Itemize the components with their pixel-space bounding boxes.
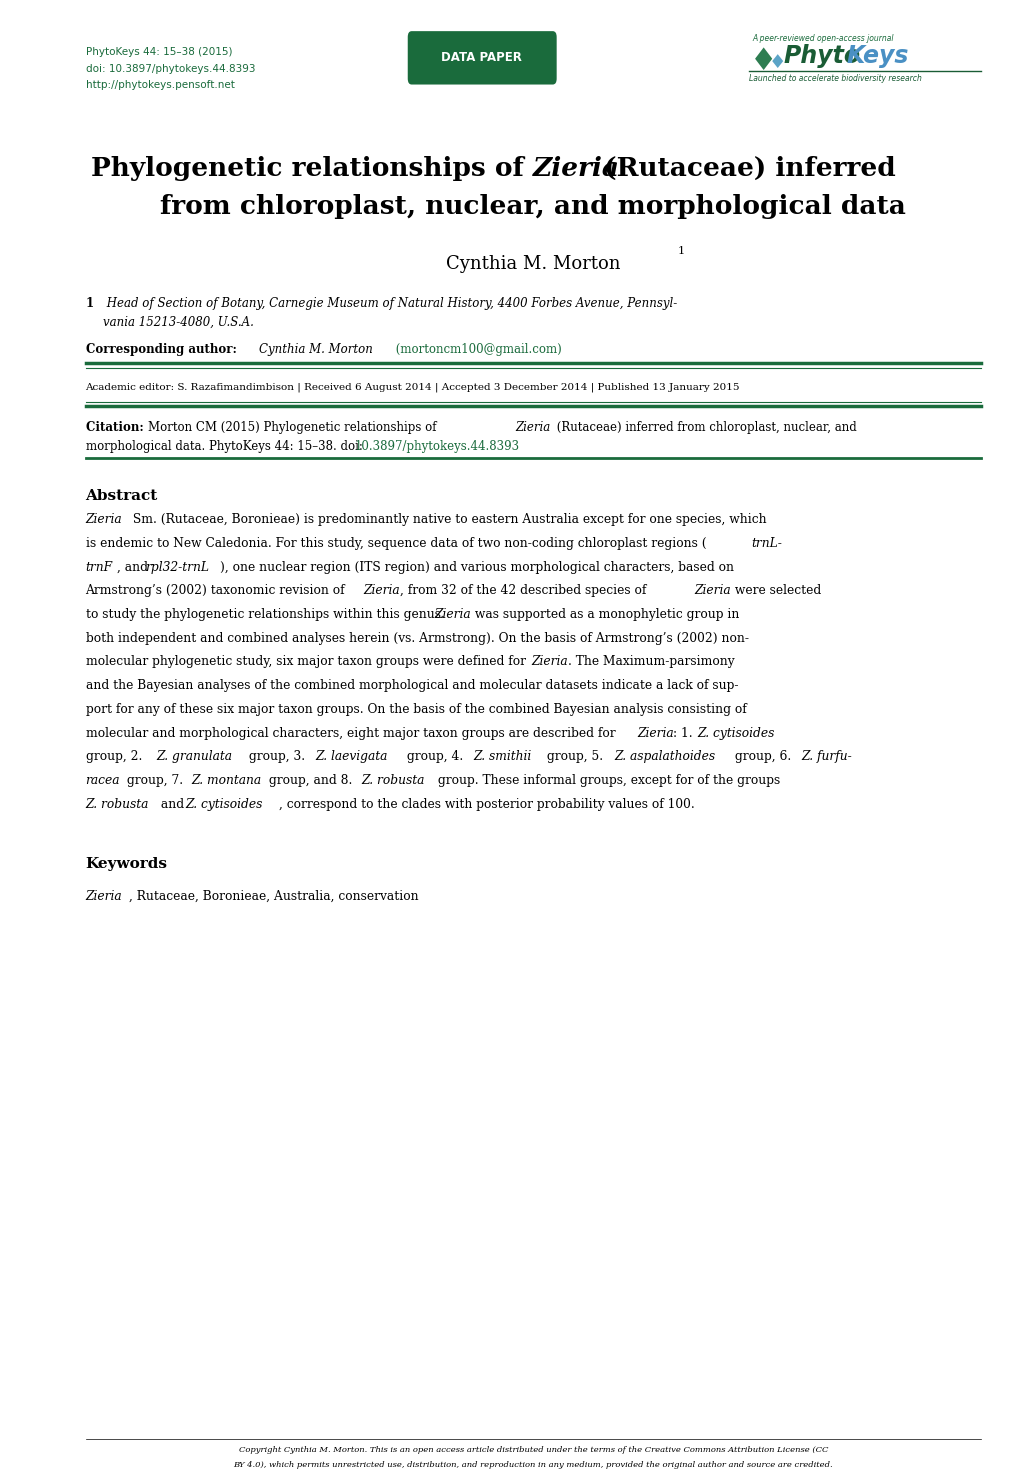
Text: is endemic to New Caledonia. For this study, sequence data of two non-coding chl: is endemic to New Caledonia. For this st… bbox=[86, 537, 705, 550]
Text: Z. robusta: Z. robusta bbox=[86, 798, 149, 811]
Text: Zieria: Zieria bbox=[637, 727, 674, 740]
Text: 1: 1 bbox=[677, 246, 684, 257]
Text: group, 6.: group, 6. bbox=[731, 750, 794, 764]
Text: Corresponding author:: Corresponding author: bbox=[86, 343, 240, 356]
Text: group, 4.: group, 4. bbox=[403, 750, 467, 764]
Text: Morton CM (2015) Phylogenetic relationships of: Morton CM (2015) Phylogenetic relationsh… bbox=[148, 421, 439, 435]
Text: Z. cytisoides: Z. cytisoides bbox=[184, 798, 262, 811]
Text: ), one nuclear region (ITS region) and various morphological characters, based o: ), one nuclear region (ITS region) and v… bbox=[220, 561, 733, 574]
Text: group, 5.: group, 5. bbox=[542, 750, 606, 764]
Text: port for any of these six major taxon groups. On the basis of the combined Bayes: port for any of these six major taxon gr… bbox=[86, 703, 746, 716]
Text: Cynthia M. Morton: Cynthia M. Morton bbox=[259, 343, 372, 356]
Text: from chloroplast, nuclear, and morphological data: from chloroplast, nuclear, and morpholog… bbox=[160, 194, 905, 219]
Text: 10.3897/phytokeys.44.8393: 10.3897/phytokeys.44.8393 bbox=[354, 440, 519, 454]
Text: to study the phylogenetic relationships within this genus.: to study the phylogenetic relationships … bbox=[86, 608, 448, 621]
Text: group, and 8.: group, and 8. bbox=[264, 774, 356, 787]
Text: DATA PAPER: DATA PAPER bbox=[441, 52, 522, 64]
Text: Phylogenetic relationships of: Phylogenetic relationships of bbox=[92, 156, 533, 181]
Text: Zieria: Zieria bbox=[516, 421, 550, 435]
Text: Z. smithii: Z. smithii bbox=[473, 750, 531, 764]
Text: (Rutaceae) inferred: (Rutaceae) inferred bbox=[594, 156, 895, 181]
Text: 1: 1 bbox=[86, 297, 94, 310]
Text: , Rutaceae, Boronieae, Australia, conservation: , Rutaceae, Boronieae, Australia, conser… bbox=[129, 890, 419, 903]
Text: Keywords: Keywords bbox=[86, 857, 167, 871]
Text: Z. furfu-: Z. furfu- bbox=[800, 750, 851, 764]
Text: , correspond to the clades with posterior probability values of 100.: , correspond to the clades with posterio… bbox=[279, 798, 694, 811]
Text: Z. cytisoides: Z. cytisoides bbox=[696, 727, 773, 740]
Text: Citation:: Citation: bbox=[86, 421, 148, 435]
Text: Zieria: Zieria bbox=[86, 513, 122, 526]
Text: Z. robusta: Z. robusta bbox=[361, 774, 424, 787]
Text: Zieria: Zieria bbox=[531, 655, 568, 669]
Text: PhytoKeys 44: 15–38 (2015): PhytoKeys 44: 15–38 (2015) bbox=[86, 47, 232, 58]
Text: Z. granulata: Z. granulata bbox=[157, 750, 232, 764]
Text: rpl32-trnL: rpl32-trnL bbox=[145, 561, 209, 574]
FancyBboxPatch shape bbox=[408, 31, 556, 85]
Text: molecular phylogenetic study, six major taxon groups were defined for: molecular phylogenetic study, six major … bbox=[86, 655, 529, 669]
Text: http://phytokeys.pensoft.net: http://phytokeys.pensoft.net bbox=[86, 80, 234, 90]
Text: Armstrong’s (2002) taxonomic revision of: Armstrong’s (2002) taxonomic revision of bbox=[86, 584, 348, 598]
Text: Z. laevigata: Z. laevigata bbox=[315, 750, 387, 764]
Text: , from 32 of the 42 described species of: , from 32 of the 42 described species of bbox=[399, 584, 649, 598]
Text: and the Bayesian analyses of the combined morphological and molecular datasets i: and the Bayesian analyses of the combine… bbox=[86, 679, 738, 693]
Text: : 1.: : 1. bbox=[673, 727, 696, 740]
Text: and: and bbox=[157, 798, 187, 811]
Text: (Rutaceae) inferred from chloroplast, nuclear, and: (Rutaceae) inferred from chloroplast, nu… bbox=[552, 421, 856, 435]
Text: trnF: trnF bbox=[86, 561, 112, 574]
Text: trnL-: trnL- bbox=[751, 537, 782, 550]
Text: racea: racea bbox=[86, 774, 120, 787]
Text: Phyto: Phyto bbox=[783, 44, 860, 68]
Text: Academic editor: S. Razafimandimbison | Received 6 August 2014 | Accepted 3 Dece: Academic editor: S. Razafimandimbison | … bbox=[86, 383, 740, 392]
Text: Keys: Keys bbox=[846, 44, 908, 68]
Text: . The Maximum-parsimony: . The Maximum-parsimony bbox=[568, 655, 735, 669]
Text: group, 7.: group, 7. bbox=[122, 774, 186, 787]
Text: Cynthia M. Morton: Cynthia M. Morton bbox=[445, 255, 620, 273]
Text: Zieria: Zieria bbox=[434, 608, 470, 621]
Text: vania 15213-4080, U.S.A.: vania 15213-4080, U.S.A. bbox=[103, 316, 254, 329]
Text: Zieria: Zieria bbox=[363, 584, 399, 598]
Text: was supported as a monophyletic group in: was supported as a monophyletic group in bbox=[471, 608, 739, 621]
Text: (mortoncm100@gmail.com): (mortoncm100@gmail.com) bbox=[391, 343, 561, 356]
Text: both independent and combined analyses herein (vs. Armstrong). On the basis of A: both independent and combined analyses h… bbox=[86, 632, 748, 645]
Text: molecular and morphological characters, eight major taxon groups are described f: molecular and morphological characters, … bbox=[86, 727, 619, 740]
Text: Zieria: Zieria bbox=[533, 156, 620, 181]
Text: ♦: ♦ bbox=[768, 53, 786, 73]
Text: Z. aspalathoides: Z. aspalathoides bbox=[613, 750, 714, 764]
Text: group, 2.: group, 2. bbox=[86, 750, 146, 764]
Text: ♦: ♦ bbox=[749, 47, 776, 77]
Text: Copyright Cynthia M. Morton. This is an open access article distributed under th: Copyright Cynthia M. Morton. This is an … bbox=[238, 1446, 827, 1453]
Text: Launched to accelerate biodiversity research: Launched to accelerate biodiversity rese… bbox=[749, 74, 921, 83]
Text: group, 3.: group, 3. bbox=[245, 750, 309, 764]
Text: were selected: were selected bbox=[731, 584, 820, 598]
Text: morphological data. PhytoKeys 44: 15–38. doi:: morphological data. PhytoKeys 44: 15–38.… bbox=[86, 440, 366, 454]
Text: doi: 10.3897/phytokeys.44.8393: doi: 10.3897/phytokeys.44.8393 bbox=[86, 64, 255, 74]
Text: Zieria: Zieria bbox=[693, 584, 730, 598]
Text: A peer-reviewed open-access journal: A peer-reviewed open-access journal bbox=[752, 34, 893, 43]
Text: Abstract: Abstract bbox=[86, 489, 158, 503]
Text: Head of Section of Botany, Carnegie Museum of Natural History, 4400 Forbes Avenu: Head of Section of Botany, Carnegie Muse… bbox=[103, 297, 677, 310]
Text: Sm. (Rutaceae, Boronieae) is predominantly native to eastern Australia except fo: Sm. (Rutaceae, Boronieae) is predominant… bbox=[129, 513, 766, 526]
Text: , and: , and bbox=[116, 561, 152, 574]
Text: Z. montana: Z. montana bbox=[192, 774, 262, 787]
Text: BY 4.0), which permits unrestricted use, distribution, and reproduction in any m: BY 4.0), which permits unrestricted use,… bbox=[233, 1461, 833, 1468]
Text: Zieria: Zieria bbox=[86, 890, 122, 903]
Text: group. These informal groups, except for of the groups: group. These informal groups, except for… bbox=[434, 774, 780, 787]
